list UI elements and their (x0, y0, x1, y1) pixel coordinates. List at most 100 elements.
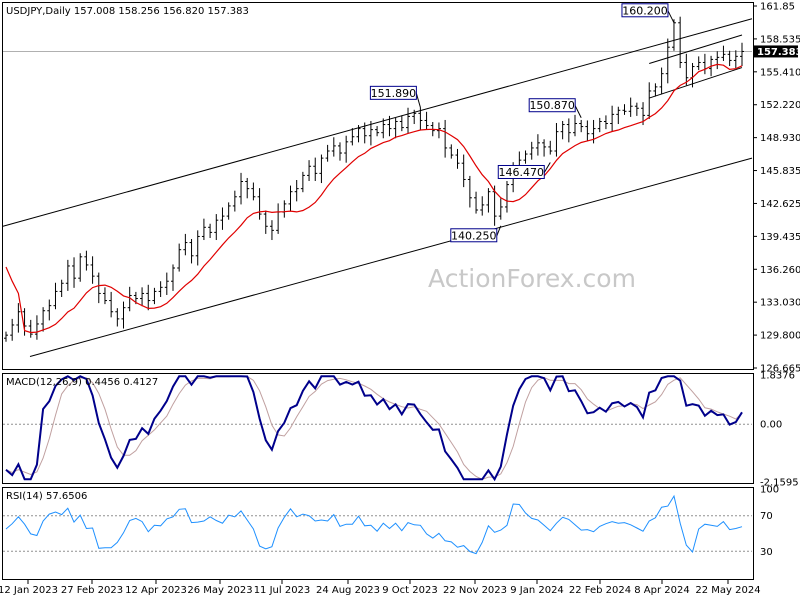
candle (269, 220, 274, 241)
rising-channel-lower (649, 67, 743, 99)
candle (65, 259, 70, 291)
candle (239, 172, 244, 205)
candle (733, 50, 738, 69)
callout-leader (415, 93, 421, 108)
price-axis-label: 136.260 (760, 265, 800, 276)
candle (368, 120, 373, 146)
candle (201, 218, 206, 241)
candle (529, 141, 534, 160)
rsi-axis-label: 100 (760, 485, 779, 496)
candle (461, 154, 466, 188)
date-axis-label: 8 Apr 2024 (634, 585, 689, 596)
candle (486, 188, 491, 213)
price-axis-label: 148.930 (760, 133, 800, 144)
candle (399, 115, 404, 132)
candle (146, 284, 151, 311)
candle (523, 150, 528, 164)
candle (480, 196, 485, 216)
candle (294, 179, 299, 202)
candle (53, 282, 58, 310)
macd-pane (3, 375, 752, 482)
rsi-line (5, 494, 743, 555)
candle (498, 198, 503, 220)
candle (554, 123, 559, 157)
callout-box (450, 228, 498, 243)
macd-axis-label: -2.1595 (760, 478, 799, 489)
candle (152, 287, 157, 305)
watermark: ActionForex.com (428, 264, 636, 293)
date-axis-label: 22 Feb 2024 (569, 585, 631, 596)
candle (585, 120, 590, 142)
date-axis-label: 27 Feb 2023 (61, 585, 123, 596)
candle (220, 207, 225, 230)
candle (375, 126, 380, 137)
date-axis-label: 22 Nov 2023 (443, 585, 507, 596)
date-axis-label: 9 Jan 2024 (510, 585, 564, 596)
candle (164, 272, 169, 295)
rsi-axis-label: 70 (760, 511, 773, 522)
callout-label: 150.870 (529, 99, 575, 112)
price-axis-label: 155.410 (760, 67, 800, 78)
price-axis-label: 142.625 (760, 199, 800, 210)
candle (740, 42, 744, 67)
price-axis-label: 152.220 (760, 100, 800, 111)
candle (84, 250, 89, 271)
candle (696, 56, 701, 71)
candle (115, 308, 120, 327)
candle (232, 190, 237, 212)
candle (183, 233, 188, 256)
candle (436, 122, 441, 139)
candle (560, 120, 565, 140)
date-axis-label: 22 May 2024 (695, 585, 760, 596)
candle (72, 257, 77, 288)
candle (387, 115, 392, 137)
callout-box (621, 3, 669, 18)
candle (350, 128, 355, 146)
callout-label: 160.200 (622, 4, 668, 17)
candle (47, 299, 52, 321)
channel-lower-line (29, 157, 753, 358)
candle (579, 119, 584, 133)
candle (102, 287, 107, 305)
candle (443, 119, 448, 158)
price-axis-label: 139.435 (760, 232, 800, 243)
candle (158, 281, 163, 297)
price-callout: 151.890 (369, 85, 421, 108)
candle (659, 67, 664, 95)
price-pane: 160.200 151.890 150.870 146.470 140.250 (2, 3, 753, 358)
candle (78, 253, 83, 282)
macd-signal-line (5, 375, 743, 480)
candle (41, 307, 46, 332)
candle (257, 188, 262, 220)
macd-title: MACD(12,26,9) 0.4456 0.4127 (6, 377, 158, 388)
candle (647, 82, 652, 119)
current-price-tag: 157.383 (754, 45, 800, 58)
callout-leader (543, 162, 551, 173)
candle (634, 102, 639, 116)
candle (313, 157, 318, 182)
callout-box (369, 85, 417, 100)
moving-average-line (5, 63, 743, 334)
candle (4, 331, 8, 342)
candle (653, 83, 658, 97)
date-axis-label: 12 Jan 2023 (0, 585, 58, 596)
rsi-title: RSI(14) 57.6506 (6, 491, 87, 502)
symbol-title: USDJPY,Daily 157.008 158.256 156.820 157… (6, 6, 249, 17)
callout-box (497, 164, 545, 179)
candle (381, 118, 386, 139)
candle (208, 223, 213, 238)
candle (300, 171, 305, 193)
candle (418, 107, 423, 131)
candle (542, 139, 547, 157)
candle (109, 291, 114, 318)
candle (276, 203, 281, 234)
candle (702, 53, 707, 75)
candle (177, 243, 182, 272)
price-axis-label: 158.535 (760, 34, 800, 45)
price-axis-label: 129.800 (760, 331, 800, 342)
candle (665, 38, 670, 84)
pane-frames (2, 2, 754, 580)
date-axis-label: 12 Apr 2023 (125, 585, 187, 596)
price-callout: 146.470 (497, 162, 551, 179)
callout-label: 146.470 (499, 166, 545, 179)
